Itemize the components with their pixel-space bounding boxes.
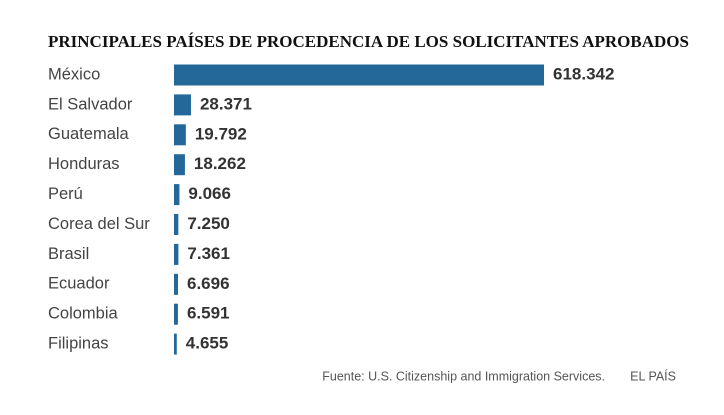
value-label: 4.655: [186, 334, 229, 353]
bar: [174, 243, 179, 265]
source: Fuente: U.S. Citizenship and Immigration…: [322, 369, 605, 383]
category-label: Honduras: [48, 155, 120, 173]
bar: [174, 273, 179, 295]
category-label: Guatemala: [48, 125, 130, 143]
credit: EL PAÍS: [630, 368, 676, 383]
value-label: 7.361: [187, 244, 230, 263]
chart-title: PRINCIPALES PAÍSES DE PROCEDENCIA DE LOS…: [48, 32, 689, 51]
category-label: Brasil: [48, 245, 89, 263]
bar: [174, 124, 186, 146]
value-label: 618.342: [553, 64, 614, 83]
value-label: 18.262: [194, 154, 246, 173]
bar: [174, 214, 179, 235]
category-label: Colombia: [48, 305, 119, 323]
value-label: 19.792: [195, 124, 247, 143]
bar: [174, 333, 177, 355]
category-label: Ecuador: [48, 275, 110, 293]
bar: [174, 154, 185, 176]
category-label: México: [48, 65, 100, 83]
value-label: 9.066: [188, 184, 231, 203]
category-label: Perú: [48, 185, 83, 203]
value-label: 7.250: [187, 214, 230, 233]
bar: [174, 184, 180, 206]
bar: [174, 94, 191, 116]
bar: [174, 303, 178, 325]
category-label: Corea del Sur: [48, 215, 150, 233]
value-label: 28.371: [200, 94, 252, 113]
category-label: El Salvador: [48, 95, 133, 113]
bar: [174, 64, 544, 86]
value-label: 6.591: [187, 304, 230, 323]
value-label: 6.696: [187, 274, 230, 293]
category-label: Filipinas: [48, 334, 109, 352]
